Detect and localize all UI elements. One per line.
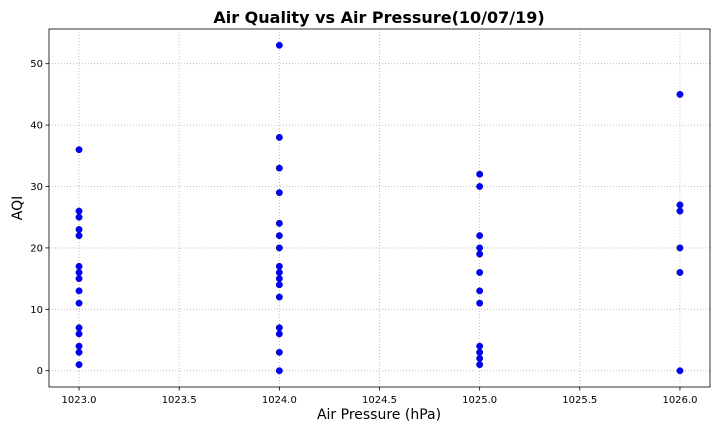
data-point bbox=[75, 342, 83, 350]
data-point bbox=[75, 146, 83, 154]
chart-title: Air Quality vs Air Pressure(10/07/19) bbox=[213, 8, 544, 27]
data-point bbox=[275, 293, 283, 301]
data-point bbox=[75, 348, 83, 356]
y-axis-label: AQI bbox=[10, 196, 26, 220]
data-point bbox=[476, 354, 484, 362]
plot-frame bbox=[48, 28, 711, 388]
data-point bbox=[75, 226, 83, 233]
x-tick-label: 1023.0 bbox=[62, 395, 97, 406]
x-tick-label: 1024.0 bbox=[262, 395, 297, 406]
data-point bbox=[676, 90, 684, 98]
y-tick-label: 20 bbox=[30, 243, 43, 254]
data-point bbox=[476, 269, 484, 276]
data-point bbox=[476, 342, 484, 350]
x-axis-ticks: 1023.0 1023.5 1024.0 1024.5 1025.0 1025.5 1026… bbox=[62, 387, 697, 406]
data-point bbox=[676, 244, 684, 252]
data-point bbox=[75, 269, 83, 276]
data-point bbox=[75, 287, 83, 295]
data-point bbox=[275, 133, 283, 141]
data-point bbox=[476, 299, 484, 307]
y-tick-label: 50 bbox=[30, 59, 43, 70]
data-point bbox=[75, 330, 83, 338]
x-axis-label: Air Pressure (hPa) bbox=[317, 407, 441, 423]
data-point bbox=[275, 41, 283, 49]
y-tick-label: 0 bbox=[37, 366, 43, 377]
y-tick-label: 10 bbox=[30, 305, 43, 316]
data-point bbox=[275, 262, 283, 270]
x-tick-label: 1025.5 bbox=[562, 395, 597, 406]
y-tick-label: 40 bbox=[30, 121, 43, 132]
x-tick-label: 1025.0 bbox=[462, 395, 497, 406]
data-point bbox=[275, 232, 283, 240]
data-point bbox=[676, 207, 684, 215]
data-point bbox=[75, 232, 83, 240]
grid bbox=[49, 29, 710, 387]
data-point bbox=[476, 348, 484, 356]
data-point bbox=[75, 324, 83, 332]
data-point bbox=[275, 219, 283, 227]
data-points bbox=[75, 41, 684, 375]
data-point bbox=[275, 189, 283, 197]
data-point bbox=[75, 361, 83, 369]
data-point bbox=[275, 367, 283, 375]
data-point bbox=[75, 207, 83, 215]
y-axis-ticks: 0 10 20 30 40 50 bbox=[30, 59, 49, 377]
data-point bbox=[275, 244, 283, 252]
x-tick-label: 1026.0 bbox=[662, 395, 697, 406]
data-point bbox=[676, 367, 684, 375]
data-point bbox=[476, 170, 484, 178]
data-point bbox=[476, 183, 484, 190]
y-tick-label: 30 bbox=[30, 182, 43, 193]
data-point bbox=[275, 330, 283, 338]
data-point bbox=[476, 232, 484, 240]
x-tick-label: 1024.5 bbox=[362, 395, 397, 406]
data-point bbox=[476, 361, 484, 369]
data-point bbox=[275, 275, 283, 283]
data-point bbox=[75, 213, 83, 221]
x-tick-label: 1023.5 bbox=[162, 395, 197, 406]
data-point bbox=[275, 281, 283, 289]
data-point bbox=[676, 269, 684, 276]
data-point bbox=[275, 164, 283, 172]
data-point bbox=[476, 287, 484, 295]
data-point bbox=[676, 201, 684, 209]
data-point bbox=[476, 250, 484, 258]
data-point bbox=[275, 324, 283, 332]
data-point bbox=[275, 348, 283, 356]
data-point bbox=[75, 262, 83, 270]
data-point bbox=[75, 299, 83, 307]
data-point bbox=[476, 244, 484, 252]
data-point bbox=[275, 269, 283, 276]
data-point bbox=[75, 275, 83, 283]
